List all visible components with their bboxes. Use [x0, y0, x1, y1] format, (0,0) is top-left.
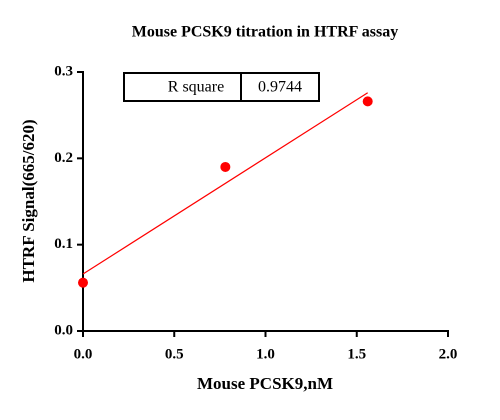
y-tick-label: 0.1: [54, 236, 73, 252]
data-point: [362, 96, 373, 107]
y-axis-label: HTRF Signal(665/620): [19, 119, 38, 282]
x-axis-label: Mouse PCSK9,nM: [197, 374, 333, 393]
data-point: [220, 161, 231, 172]
annotation-label: R square: [168, 79, 224, 96]
data-point: [78, 277, 88, 288]
chart-title: Mouse PCSK9 titration in HTRF assay: [132, 24, 399, 41]
x-tick-label: 1.0: [256, 346, 275, 362]
x-tick-label: 0.0: [74, 346, 93, 362]
y-tick-label: 0.0: [54, 322, 73, 338]
x-tick-label: 2.0: [439, 346, 458, 362]
annotation-box: [123, 72, 320, 102]
y-tick-label: 0.2: [54, 150, 73, 166]
fit-line: [82, 92, 369, 275]
y-tick-label: 0.3: [54, 63, 73, 79]
x-tick-label: 0.5: [165, 346, 184, 362]
x-tick-label: 1.5: [347, 346, 366, 362]
annotation-value: 0.9744: [258, 79, 302, 96]
